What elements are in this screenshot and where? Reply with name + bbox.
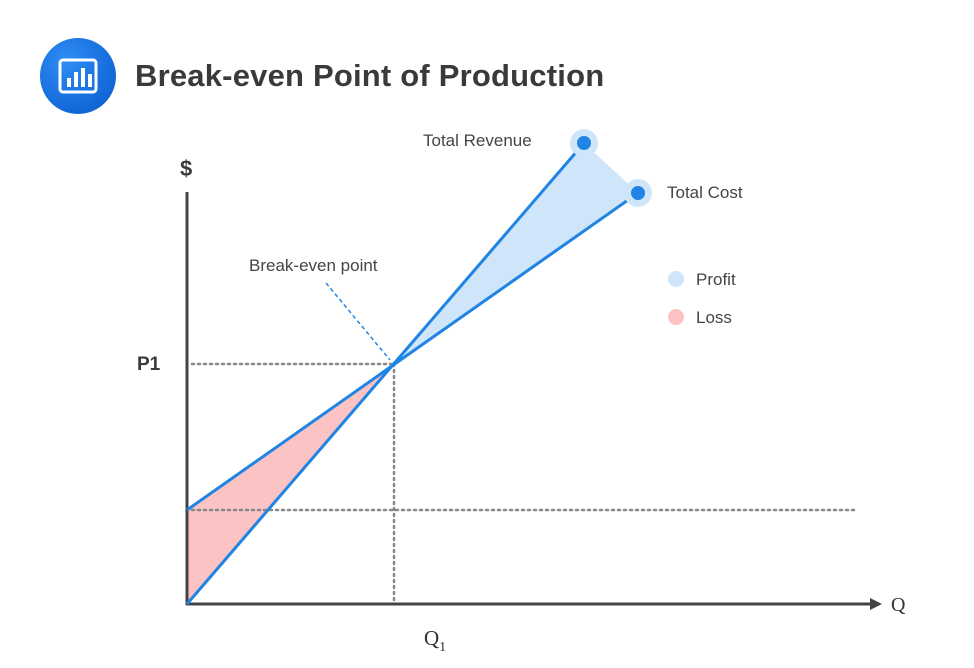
legend-profit-swatch: [668, 271, 684, 287]
bar-chart-icon: [40, 38, 116, 114]
p1-tick-label: P1: [137, 354, 161, 375]
total-cost-marker: [631, 186, 645, 200]
x-axis-label: Q: [891, 594, 906, 616]
legend-loss-swatch: [668, 309, 684, 325]
q1-tick-label: Q1: [424, 626, 446, 655]
total-cost-line: [186, 191, 639, 512]
break-even-pointer: [325, 282, 391, 361]
page-title: Break-even Point of Production: [135, 58, 605, 93]
legend-loss-label: Loss: [696, 308, 732, 327]
legend-profit-label: Profit: [696, 270, 736, 289]
y-axis-label: $: [180, 156, 192, 181]
x-axis-arrow: [870, 598, 882, 610]
profit-region: [394, 143, 638, 364]
total-revenue-marker: [577, 136, 591, 150]
total-revenue-line: [185, 142, 586, 605]
total-revenue-label: Total Revenue: [423, 131, 532, 150]
total-cost-label: Total Cost: [667, 183, 743, 202]
break-even-label: Break-even point: [249, 256, 378, 275]
